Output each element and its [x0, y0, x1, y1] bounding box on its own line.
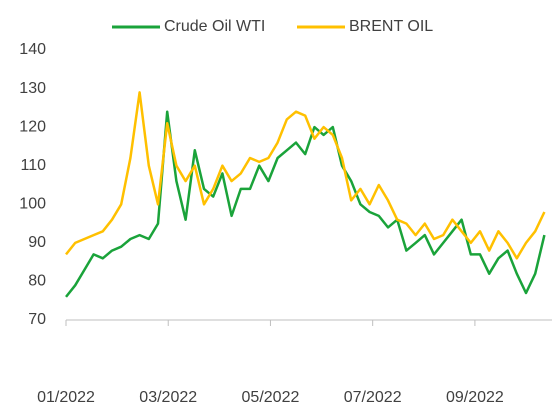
- x-tick-label: 05/2022: [242, 389, 300, 406]
- y-tick-label: 80: [28, 273, 46, 290]
- x-tick-label: 07/2022: [344, 389, 402, 406]
- y-tick-label: 140: [19, 41, 46, 58]
- y-tick-label: 100: [19, 196, 46, 213]
- series-line: [65, 91, 546, 260]
- series-line: [65, 110, 546, 298]
- x-tick-label: 03/2022: [139, 389, 197, 406]
- legend-label: BRENT OIL: [349, 18, 433, 35]
- y-tick-label: 70: [28, 311, 46, 328]
- y-tick-label: 90: [28, 234, 46, 251]
- legend-label: Crude Oil WTI: [164, 18, 265, 35]
- y-tick-label: 120: [19, 118, 46, 135]
- y-tick-label: 110: [20, 157, 46, 174]
- x-tick-label: 01/2022: [37, 389, 95, 406]
- x-tick-label: 09/2022: [446, 389, 504, 406]
- y-tick-label: 130: [19, 80, 46, 97]
